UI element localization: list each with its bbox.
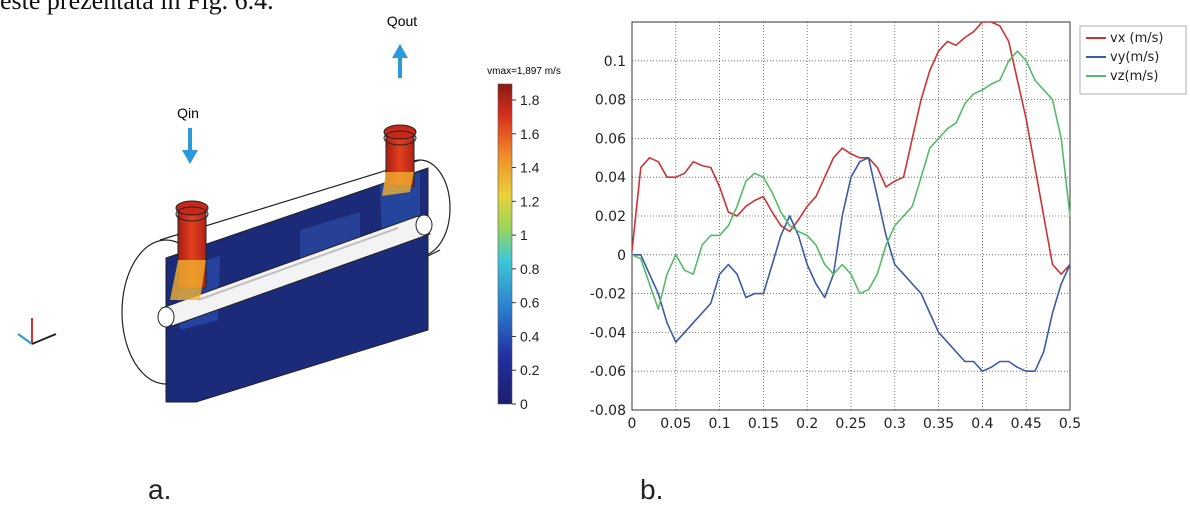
outlet-arrow-icon	[392, 44, 408, 78]
y-tick-label: 0.04	[595, 170, 626, 186]
colorbar-tick-label: 1.4	[520, 160, 540, 176]
legend-entry: vx (m/s)	[1110, 31, 1163, 46]
colorbar-tick-label: 0.8	[520, 261, 540, 277]
x-tick-label: 0.25	[835, 416, 866, 432]
qout-label: Qout	[387, 13, 417, 29]
panel-b-label: b.	[640, 474, 664, 505]
chart-legend: vx (m/s) vy(m/s) vz(m/s)	[1079, 25, 1187, 95]
y-tick-label: 0.1	[604, 54, 626, 70]
chart-grid	[631, 22, 1071, 411]
series-line	[631, 50, 1071, 310]
colorbar-tick-label: 1	[520, 227, 528, 243]
colorbar-tick-label: 1.8	[520, 92, 540, 108]
y-tick-label: -0.06	[590, 364, 626, 380]
panel-a-label: a.	[148, 474, 172, 505]
colorbar-tick-label: 0	[520, 396, 528, 412]
inlet-arrow-icon	[182, 128, 198, 164]
qin-label: Qin	[177, 105, 199, 121]
x-tick-label: 0.45	[1011, 416, 1042, 432]
inlet-nozzle	[170, 200, 209, 300]
y-tick-label: -0.02	[590, 287, 626, 303]
y-tick-label: 0.08	[595, 93, 626, 109]
colorbar-tick-label: 1.2	[520, 193, 540, 209]
x-tick-label: 0.15	[748, 416, 779, 432]
y-tick-label: -0.08	[590, 403, 626, 419]
x-tick-label: 0.1	[708, 416, 730, 432]
caption-text-fragment: este prezentată în Fig. 6.4.	[0, 0, 274, 15]
colorbar	[497, 83, 513, 405]
x-tick-label: 0.2	[796, 416, 818, 432]
x-tick-label: 0.05	[660, 416, 691, 432]
x-tick-label: 0.5	[1059, 416, 1081, 432]
y-tick-label: -0.04	[590, 325, 626, 341]
outlet-nozzle	[382, 124, 417, 196]
legend-entry: vz(m/s)	[1110, 69, 1158, 84]
y-tick-label: 0.06	[595, 131, 626, 147]
x-tick-label: 0.35	[923, 416, 954, 432]
vmax-label: vmax=1,897 m/s	[487, 66, 561, 77]
colorbar-tick-label: 0.2	[520, 362, 540, 378]
colorbar-tick-label: 0.6	[520, 295, 540, 311]
colorbar-tick-label: 1.6	[520, 126, 540, 142]
x-tick-label: 0	[628, 416, 637, 432]
colorbar-tick-label: 0.4	[520, 328, 540, 344]
axis-triad-icon	[17, 318, 57, 345]
legend-entry: vy(m/s)	[1110, 50, 1159, 65]
series-line	[631, 21, 1071, 275]
series-line	[632, 157, 1071, 372]
inner-tube	[157, 214, 433, 328]
y-axis-ticks: 0.1 0.08 0.06 0.04 0.02 0 -0.02 -0.04 -0.06 -0.08	[590, 54, 626, 419]
x-tick-label: 0.3	[884, 416, 906, 432]
y-tick-label: 0	[617, 248, 626, 264]
x-axis-ticks: 0 0.05 0.1 0.15 0.2 0.25 0.3 0.35 0.4 0.45 0.5	[628, 416, 1082, 432]
colorbar-ticks: 1.8 1.6 1.4 1.2 1 0.8 0.6 0.4 0.2 0	[512, 92, 540, 412]
y-tick-label: 0.02	[595, 209, 626, 225]
series-lines	[631, 21, 1071, 372]
x-tick-label: 0.4	[971, 416, 993, 432]
simulation-figure: Qin Qout	[17, 13, 561, 412]
